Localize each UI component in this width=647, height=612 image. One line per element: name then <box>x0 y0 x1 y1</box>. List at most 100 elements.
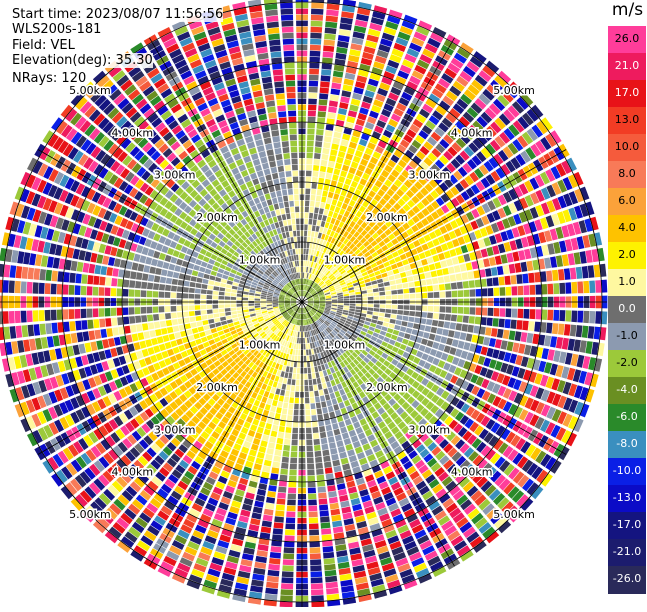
velocity-gate <box>374 271 380 276</box>
velocity-gate <box>309 87 318 93</box>
velocity-gate <box>250 585 263 592</box>
velocity-gate <box>308 373 312 379</box>
velocity-gate <box>157 336 164 343</box>
velocity-gate <box>328 374 333 380</box>
velocity-gate <box>340 501 350 508</box>
velocity-gate <box>308 488 316 494</box>
velocity-gate <box>374 304 380 307</box>
velocity-gate <box>315 451 322 457</box>
velocity-gate <box>165 292 171 298</box>
velocity-gate <box>583 311 589 323</box>
velocity-gate <box>292 373 296 379</box>
velocity-gate <box>425 272 432 278</box>
velocity-gate <box>111 318 117 326</box>
velocity-gate <box>329 442 336 449</box>
velocity-gate <box>225 308 231 312</box>
velocity-gate <box>284 547 295 553</box>
velocity-gate <box>132 262 139 270</box>
velocity-gate <box>215 322 221 327</box>
velocity-gate <box>39 324 46 335</box>
velocity-gate <box>243 309 249 312</box>
velocity-gate <box>521 332 528 342</box>
velocity-gate <box>385 291 391 295</box>
velocity-gate <box>448 330 455 337</box>
velocity-gate <box>277 383 282 389</box>
velocity-gate <box>272 400 278 407</box>
velocity-gate <box>367 289 373 293</box>
velocity-gate <box>585 341 592 354</box>
velocity-gate <box>415 312 421 318</box>
velocity-gate <box>33 282 39 293</box>
velocity-gate <box>261 303 267 305</box>
velocity-gate <box>440 306 446 312</box>
velocity-gate <box>147 283 153 290</box>
velocity-gate <box>173 326 180 332</box>
velocity-gate <box>237 307 243 310</box>
velocity-gate <box>215 277 221 282</box>
velocity-gate <box>268 564 280 571</box>
velocity-gate <box>394 256 401 262</box>
velocity-gate <box>326 16 338 23</box>
velocity-gate <box>332 521 342 528</box>
velocity-gate <box>321 221 326 227</box>
velocity-gate <box>366 314 372 318</box>
velocity-gate <box>452 339 459 347</box>
velocity-gate <box>312 373 316 379</box>
velocity-gate <box>511 286 517 295</box>
velocity-gate <box>346 392 352 399</box>
velocity-gate <box>94 265 101 274</box>
velocity-gate <box>397 284 403 289</box>
velocity-gate <box>207 285 213 290</box>
velocity-gate <box>75 321 82 331</box>
velocity-gate <box>340 23 352 30</box>
velocity-gate <box>310 565 321 571</box>
velocity-gate <box>15 281 21 293</box>
velocity-gate <box>306 350 309 356</box>
velocity-gate <box>3 311 9 324</box>
velocity-gate <box>288 409 293 415</box>
velocity-gate <box>330 205 336 212</box>
velocity-gate <box>33 310 39 321</box>
velocity-gate <box>431 327 438 334</box>
velocity-gate <box>57 284 63 295</box>
velocity-gate <box>268 485 277 492</box>
velocity-gate <box>93 287 99 296</box>
velocity-gate <box>35 254 42 266</box>
velocity-gate <box>337 201 343 208</box>
velocity-gate <box>124 326 131 334</box>
velocity-gate <box>322 383 327 389</box>
velocity-gate <box>444 276 450 283</box>
velocity-gate <box>576 267 583 279</box>
velocity-gate <box>111 308 117 316</box>
velocity-gate <box>306 434 312 440</box>
velocity-gate <box>264 509 274 516</box>
velocity-gate <box>324 136 332 143</box>
velocity-gate <box>173 272 180 278</box>
velocity-gate <box>335 163 342 170</box>
velocity-gate <box>440 260 447 267</box>
velocity-gate <box>171 292 177 298</box>
velocity-gate <box>349 293 355 296</box>
velocity-gate <box>309 511 318 517</box>
velocity-gate <box>297 362 300 368</box>
velocity-gate <box>559 283 565 294</box>
velocity-gate <box>303 326 304 332</box>
velocity-gate <box>421 312 427 318</box>
velocity-gate <box>335 435 342 442</box>
velocity-gate <box>384 282 390 287</box>
velocity-gate <box>337 41 349 48</box>
velocity-gate <box>287 360 291 366</box>
velocity-gate <box>356 295 362 298</box>
velocity-gate <box>323 552 334 559</box>
velocity-gate <box>303 261 305 267</box>
velocity-gate <box>129 316 135 324</box>
velocity-gate <box>325 467 333 474</box>
velocity-gate <box>339 195 345 202</box>
velocity-gate <box>309 385 313 391</box>
velocity-gate <box>27 282 33 294</box>
velocity-gate <box>313 219 317 225</box>
velocity-gate <box>336 157 343 164</box>
velocity-gate <box>402 259 409 265</box>
velocity-gate <box>452 257 459 265</box>
velocity-gate <box>321 160 328 166</box>
